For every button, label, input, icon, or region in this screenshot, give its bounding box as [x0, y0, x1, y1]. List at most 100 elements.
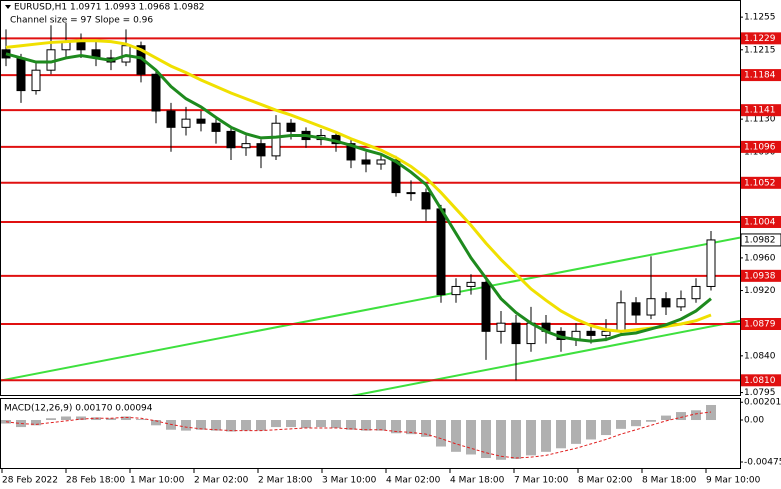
y-tick-label: 1.1215	[744, 45, 776, 55]
candle-body	[661, 298, 671, 308]
x-tick-label: 9 Mar 10:00	[706, 476, 761, 486]
candle-body	[631, 302, 641, 316]
macd-bar	[301, 420, 311, 428]
y-tick-label: 1.0795	[744, 388, 776, 398]
candle-body	[706, 239, 716, 287]
macd-bar	[646, 420, 656, 422]
candle-body	[346, 143, 356, 161]
candle-body	[421, 192, 431, 210]
menu-arrow	[5, 5, 11, 9]
level-label: 1.0938	[744, 271, 776, 281]
macd-bar	[46, 418, 56, 421]
candle-body	[496, 322, 506, 332]
axes: 1.12551.12151.11301.10901.09601.09201.08…	[1, 13, 781, 486]
level-label-box	[741, 32, 781, 45]
candle-body	[586, 330, 596, 336]
candle-body	[76, 41, 86, 51]
macd-bar	[196, 420, 206, 430]
candle-body	[601, 330, 611, 336]
level-label: 1.1229	[744, 34, 776, 44]
level-label-box	[741, 269, 781, 282]
level-label: 1.1141	[744, 106, 776, 116]
macd-bar	[121, 416, 131, 421]
macd-bar	[676, 412, 686, 421]
chart-title: EURUSD,H1 1.0971 1.0993 1.0968 1.0982	[14, 3, 205, 13]
macd-pane	[0, 398, 741, 469]
x-tick-label: 7 Mar 10:00	[514, 476, 569, 486]
macd-bar	[316, 420, 326, 428]
y-tick-label: 1.0840	[744, 351, 776, 361]
y-tick-label: 1.0920	[744, 286, 776, 296]
candle-body	[436, 208, 446, 296]
macd-bar	[601, 420, 611, 436]
candle-body	[256, 143, 266, 157]
macd-bar	[586, 420, 596, 440]
last-price-box	[740, 233, 781, 247]
macd-bar	[256, 420, 266, 431]
candle-body	[646, 298, 656, 316]
macd-bar	[481, 420, 491, 459]
macd-bar	[436, 420, 446, 447]
moving-average	[5, 52, 712, 343]
macd-bar	[376, 420, 386, 431]
candle-body	[376, 159, 386, 165]
macd-bar	[271, 420, 281, 428]
macd-plot	[1, 404, 716, 460]
macd-bar	[136, 419, 146, 421]
level-label: 1.1004	[744, 217, 776, 227]
macd-bar	[226, 420, 236, 432]
macd-bar	[181, 420, 191, 431]
level-label-box	[741, 215, 781, 228]
macd-bar	[421, 420, 431, 437]
macd-bar	[496, 420, 506, 460]
y-tick-label: -0.00475	[744, 457, 781, 467]
macd-bar	[466, 420, 476, 455]
macd-bar	[211, 420, 221, 431]
macd-bar	[61, 416, 71, 421]
last-price-label: 1.0982	[744, 235, 776, 245]
candle-body	[511, 322, 521, 345]
level-label-box	[741, 140, 781, 153]
x-tick-label: 1 Mar 10:00	[130, 476, 185, 486]
candle-body	[226, 130, 236, 149]
macd-bar	[346, 420, 356, 430]
macd-signal	[5, 411, 712, 459]
macd-bar	[526, 420, 536, 456]
candle-body	[271, 122, 281, 157]
x-tick-label: 28 Feb 18:00	[66, 476, 125, 486]
macd-bar	[571, 420, 581, 444]
macd-bar	[31, 420, 41, 426]
channel-line	[1, 236, 740, 382]
chart-subtitle: Channel size = 97 Slope = 0.96	[10, 16, 153, 26]
channel-line	[351, 319, 740, 395]
level-label-box	[741, 176, 781, 189]
x-tick-label: 2 Mar 18:00	[258, 476, 313, 486]
level-label-box	[741, 317, 781, 330]
candle-body	[241, 143, 251, 149]
macd-bar	[151, 420, 161, 426]
x-tick-label: 8 Mar 18:00	[642, 476, 697, 486]
candle-body	[616, 302, 626, 332]
candle-body	[211, 122, 221, 132]
macd-bar	[451, 420, 461, 452]
macd-bar	[691, 410, 701, 421]
macd-bar	[286, 420, 296, 428]
candle-body	[451, 285, 461, 296]
level-label: 1.0810	[744, 376, 776, 386]
y-tick-label: 1.1255	[744, 13, 776, 23]
x-tick-label: 2 Mar 02:00	[194, 476, 249, 486]
x-tick-label: 28 Feb 2022	[2, 476, 58, 486]
x-tick-label: 4 Mar 18:00	[450, 476, 505, 486]
macd-bar	[616, 420, 626, 429]
macd-bar	[331, 420, 341, 428]
candle-body	[676, 298, 686, 308]
main-plot	[1, 22, 740, 395]
level-label: 1.1096	[744, 142, 776, 152]
macd-bar	[631, 420, 641, 427]
candle-body	[151, 73, 161, 112]
x-tick-label: 3 Mar 10:00	[322, 476, 377, 486]
candle-body	[121, 45, 131, 63]
y-tick-label: 1.0960	[744, 253, 776, 263]
candle-body	[481, 281, 491, 332]
